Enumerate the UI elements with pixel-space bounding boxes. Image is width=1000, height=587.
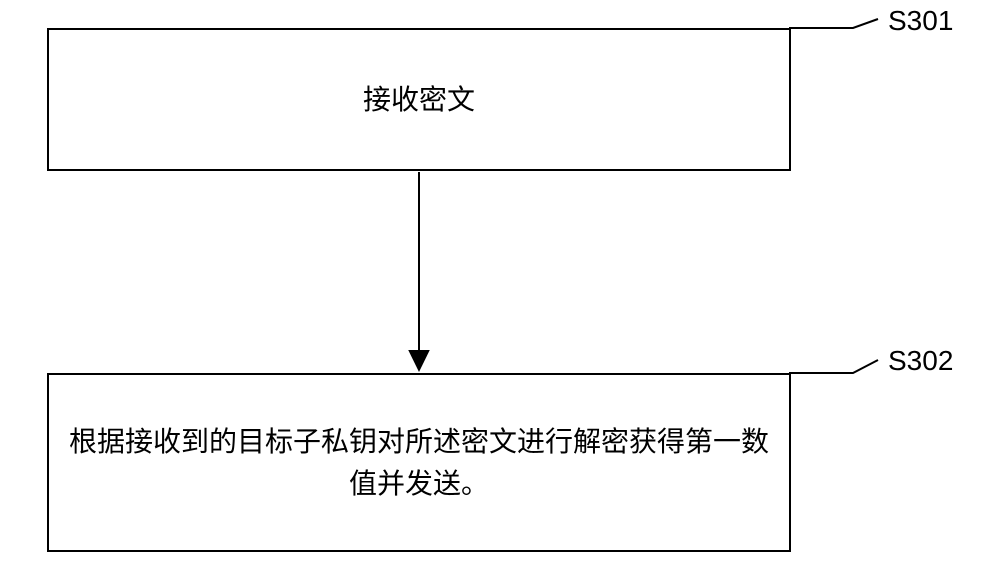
- step-receive-ciphertext: 接收密文: [47, 28, 791, 171]
- arrow-down-icon: [405, 172, 433, 372]
- leader-line-s302: [789, 360, 878, 373]
- step-label-s301: S301: [888, 5, 953, 37]
- step-decrypt-and-send: 根据接收到的目标子私钥对所述密文进行解密获得第一数值并发送。: [47, 373, 791, 552]
- leader-line-s301: [789, 19, 878, 28]
- step-label-s302: S302: [888, 345, 953, 377]
- step-text: 接收密文: [363, 79, 475, 121]
- step-text: 根据接收到的目标子私钥对所述密文进行解密获得第一数值并发送。: [69, 421, 769, 505]
- flowchart-canvas: 接收密文 根据接收到的目标子私钥对所述密文进行解密获得第一数值并发送。 S301…: [0, 0, 1000, 587]
